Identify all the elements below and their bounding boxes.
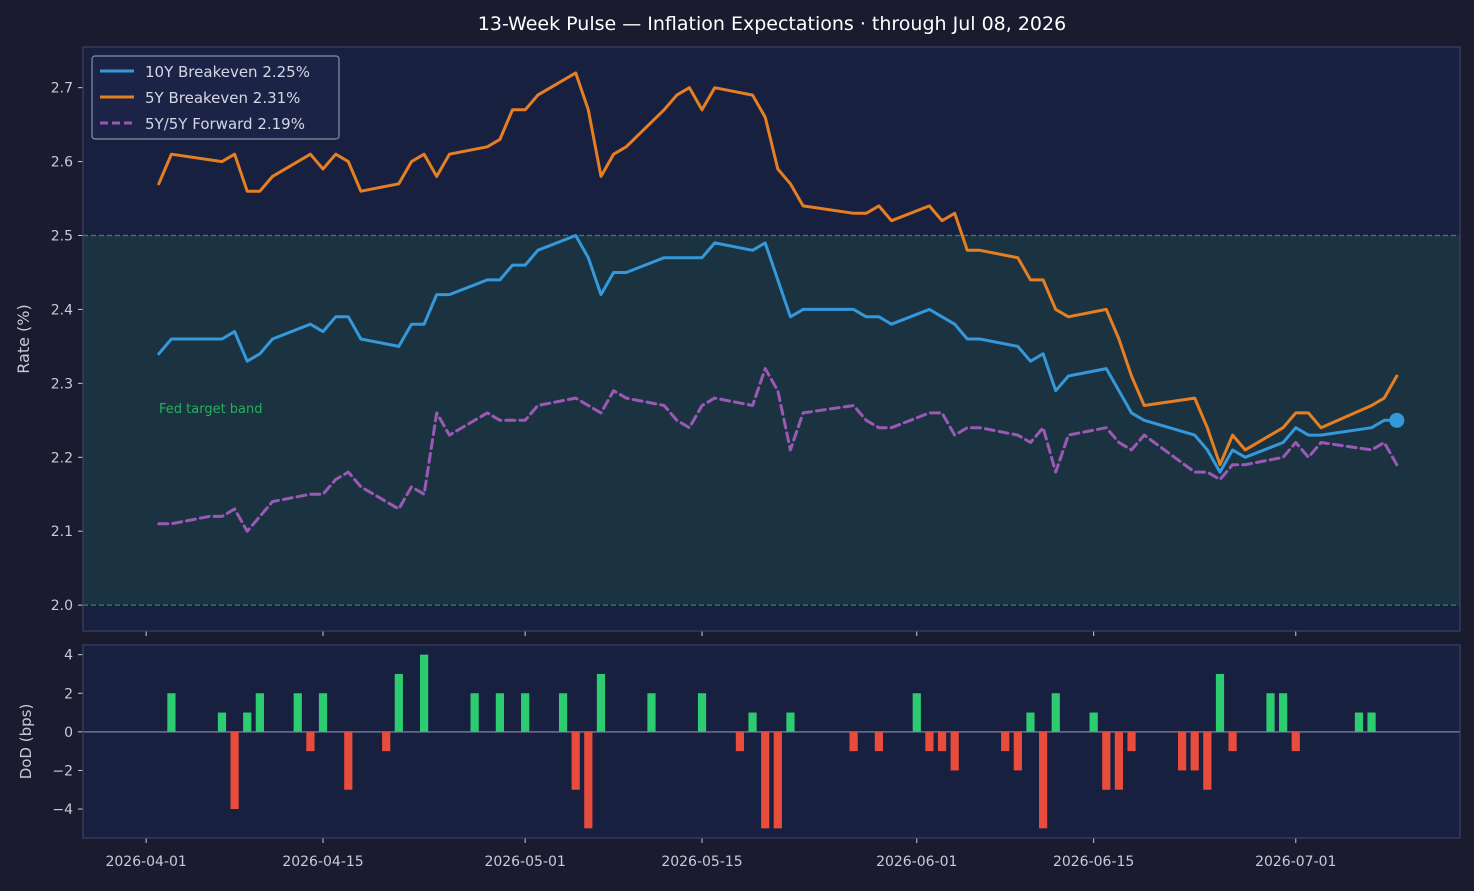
dod-bar (1051, 693, 1060, 732)
dod-bar (584, 731, 593, 829)
dod-bar (1190, 731, 1199, 771)
dod-bar (255, 693, 264, 732)
dod-bar (1039, 731, 1048, 829)
dod-bar (761, 731, 770, 829)
dod-bar (318, 693, 328, 732)
y-tick-label: 2.6 (51, 155, 73, 171)
y-tick-label: 2.7 (51, 81, 73, 97)
bar-layer (167, 654, 1376, 829)
dod-bar (596, 673, 606, 732)
dod-bar (243, 712, 252, 732)
dod-bar (748, 712, 757, 732)
dod-bar (1203, 731, 1212, 790)
dod-bar (558, 693, 568, 732)
x-tick-label: 2026-06-01 (876, 854, 957, 870)
x-tick-label: 2026-04-15 (282, 854, 363, 870)
x-tick-label: 2026-04-01 (105, 854, 186, 870)
dod-bar (306, 731, 315, 752)
upper-y-axis-label: Rate (%) (14, 304, 33, 373)
legend-label-5y: 5Y Breakeven 2.31% (145, 89, 300, 107)
x-tick-label: 2026-07-01 (1255, 854, 1336, 870)
y-tick-label: 0 (64, 725, 73, 741)
fed-target-band (83, 235, 1460, 606)
lower-panel-frame (82, 644, 1461, 839)
dod-bar (1367, 712, 1376, 732)
dod-bar (394, 673, 403, 732)
x-tick-label: 2026-05-15 (661, 854, 742, 870)
dod-bar (1114, 731, 1124, 790)
dod-bar (1215, 673, 1225, 732)
dod-bar (647, 693, 656, 732)
dod-bar (925, 731, 934, 752)
dod-bar (419, 654, 429, 732)
dod-bar (1127, 731, 1136, 752)
dod-bar (495, 693, 504, 732)
upper-x-ticks (145, 631, 1297, 636)
y-tick-label: 2 (64, 686, 73, 702)
dod-bar (344, 731, 353, 790)
dod-bar (874, 731, 883, 752)
series-line-2 (157, 367, 1399, 533)
dod-bar (849, 731, 858, 752)
upper-y-axis: 2.0 2.1 2.2 2.3 2.4 2.5 2.6 2.7 (51, 81, 83, 614)
dod-bar (382, 731, 391, 752)
upper-panel: Fed target band 2.0 2.1 2.2 2.3 2.4 2.5 2.6 2.7… (14, 46, 1461, 636)
dod-bar (786, 712, 795, 732)
y-tick-label: −4 (52, 802, 73, 818)
latest-value-marker (1389, 412, 1405, 428)
dod-bar (1102, 731, 1111, 790)
lower-y-axis-label: DoD (bps) (17, 704, 35, 780)
dod-bar (217, 712, 227, 732)
x-tick-label: 2026-05-01 (484, 854, 565, 870)
legend-label-5y5y: 5Y/5Y Forward 2.19% (145, 115, 305, 133)
y-tick-label: −2 (52, 763, 73, 779)
dod-bar (293, 693, 302, 732)
dod-bar (1354, 712, 1364, 732)
y-tick-label: 2.2 (51, 450, 73, 466)
dod-bar (521, 693, 530, 732)
dod-bar (470, 693, 479, 732)
dod-bar (1026, 712, 1035, 732)
legend: 10Y Breakeven 2.25% 5Y Breakeven 2.31% 5… (91, 55, 340, 140)
dod-bar (912, 693, 921, 732)
dod-bar (167, 693, 176, 732)
dod-bar (1177, 731, 1187, 771)
upper-panel-frame (82, 46, 1461, 632)
band-label: Fed target band (159, 402, 263, 417)
y-tick-label: 2.0 (51, 598, 73, 614)
legend-box (91, 55, 340, 140)
legend-label-10y: 10Y Breakeven 2.25% (145, 63, 310, 81)
dod-bar (1291, 731, 1300, 752)
dod-bar (1013, 731, 1022, 771)
dod-bar (1089, 712, 1098, 732)
y-tick-label: 2.1 (51, 524, 73, 540)
dod-bar (1001, 731, 1010, 752)
chart-title: 13-Week Pulse — Inflation Expectations ·… (478, 13, 1066, 35)
y-tick-label: 4 (64, 648, 73, 664)
dod-bar (735, 731, 745, 752)
series-line-1 (157, 71, 1399, 467)
dod-bar (937, 731, 947, 752)
y-tick-label: 2.4 (51, 302, 73, 318)
series-layer (157, 71, 1399, 533)
dod-bar (773, 731, 782, 829)
lower-panel-background (83, 645, 1460, 838)
series-line-0 (157, 234, 1399, 474)
dod-bar (571, 731, 580, 790)
dod-bar (1228, 731, 1237, 752)
lower-y-axis: −4 −2 0 2 4 (52, 648, 83, 818)
y-tick-label: 2.5 (51, 229, 73, 245)
dod-bar (230, 731, 239, 810)
x-tick-label: 2026-06-15 (1053, 854, 1134, 870)
dod-bar (950, 731, 959, 771)
dod-bar (1266, 693, 1275, 732)
x-axis: 2026-04-01 2026-04-15 2026-05-01 2026-05-15… (105, 838, 1336, 870)
y-tick-label: 2.3 (51, 376, 73, 392)
dod-bar (697, 693, 707, 732)
dod-bar (1279, 693, 1288, 732)
